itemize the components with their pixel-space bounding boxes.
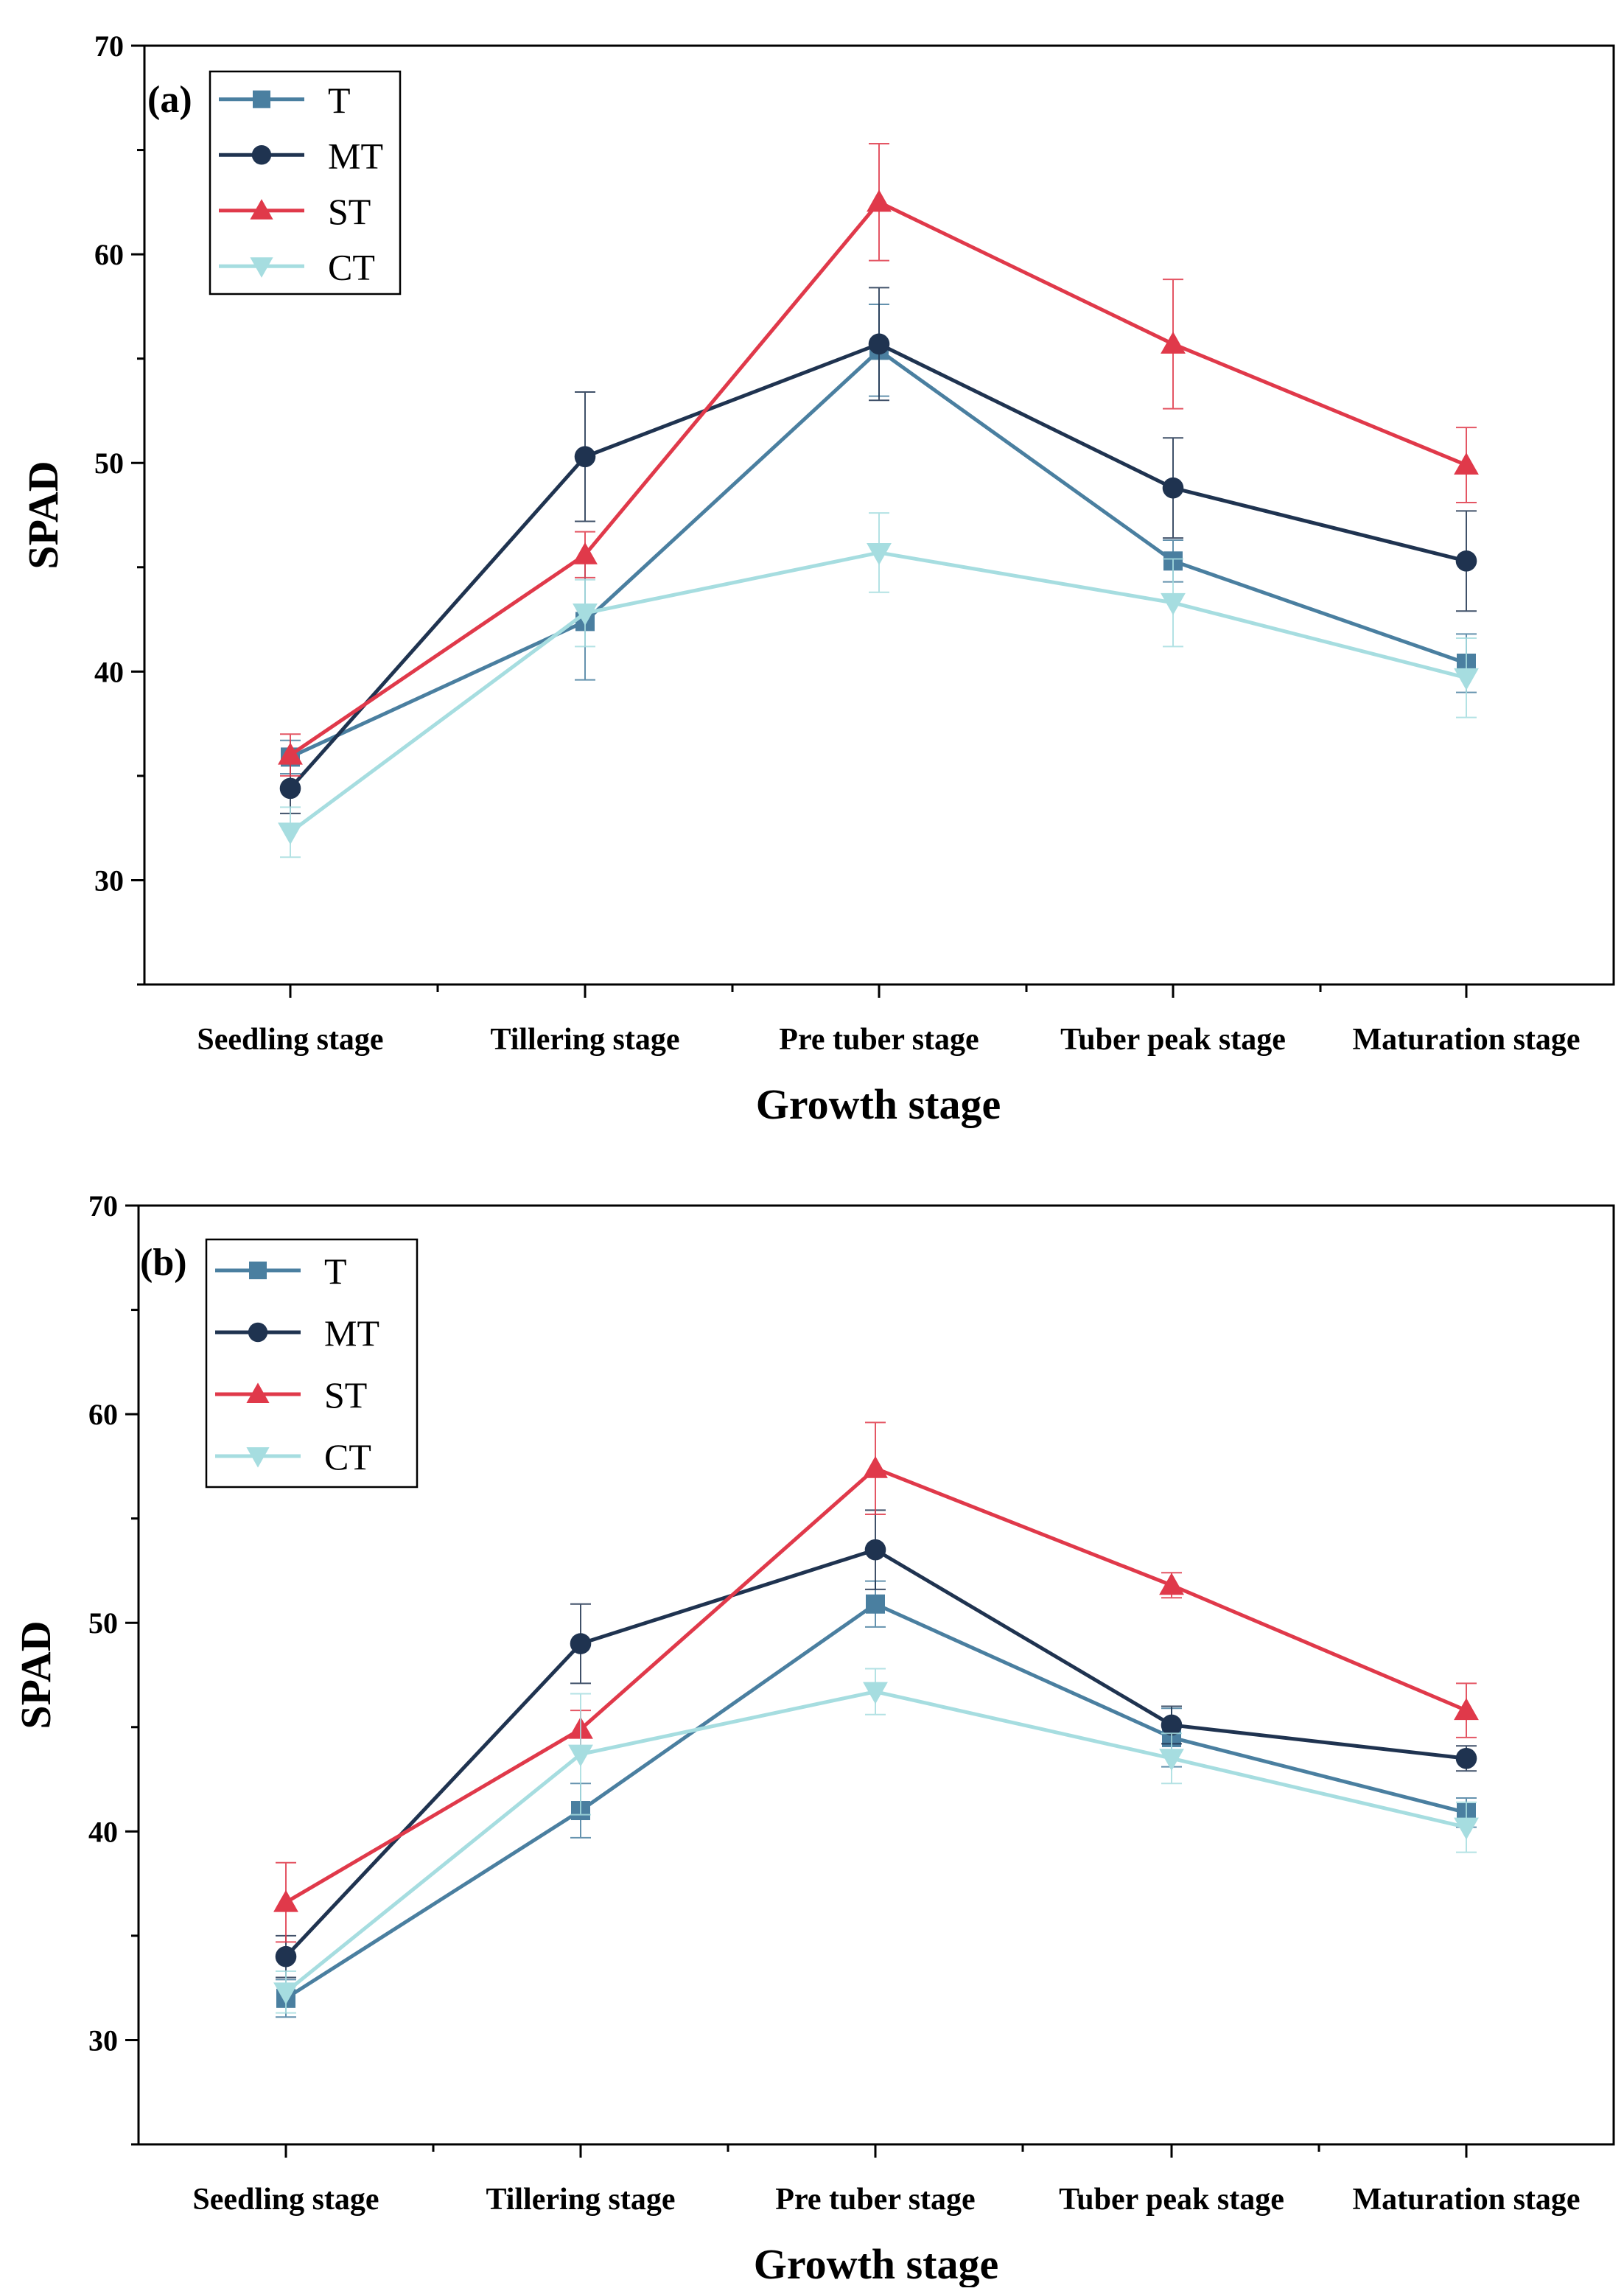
series-mt — [275, 1509, 1477, 1979]
legend-marker-t — [253, 90, 270, 108]
legend-box — [209, 70, 402, 295]
x-axis-title: Growth stage — [756, 1080, 1001, 1128]
data-point-st — [573, 542, 598, 564]
legend-item-t: T — [215, 1251, 347, 1292]
panel-label: (b) — [140, 1242, 187, 1284]
chart-panel-a: 30 40 50 60 70 Seedling stage Tillering stage P… — [19, 29, 1615, 1128]
data-point-ct — [278, 822, 303, 845]
y-tick-label: 30 — [88, 2024, 118, 2057]
data-point-ct — [1454, 1817, 1479, 1840]
data-point-ct — [568, 1744, 593, 1767]
legend-label: ST — [324, 1374, 367, 1416]
legend-marker-mt — [248, 1322, 268, 1343]
series-mt — [279, 287, 1477, 814]
series-ct — [273, 1668, 1479, 2014]
y-axis-title: SPAD — [12, 1620, 60, 1729]
y-tick-label: 50 — [94, 447, 124, 480]
legend-label: CT — [324, 1436, 371, 1477]
x-tick-label: Maturation stage — [1352, 2183, 1580, 2217]
legend-item-ct: CT — [219, 246, 375, 287]
y-tick-label: 70 — [88, 1189, 118, 1223]
series-ct — [278, 512, 1479, 858]
data-point-mt — [570, 1633, 592, 1654]
y-tick-label: 40 — [94, 655, 124, 688]
data-point-t — [866, 1594, 885, 1614]
data-point-ct — [1159, 1749, 1184, 1771]
legend-item-mt: MT — [215, 1312, 379, 1354]
x-axis-title: Growth stage — [754, 2240, 998, 2287]
x-tick-label: Tuber peak stage — [1059, 2183, 1284, 2217]
legend-item-t: T — [219, 80, 351, 121]
data-point-ct — [863, 1682, 888, 1704]
data-point-mt — [1161, 1714, 1183, 1736]
panel-label: (a) — [147, 79, 192, 121]
legend-label: CT — [328, 246, 375, 287]
data-point-mt — [1455, 1747, 1477, 1769]
legend: T MT ST CT — [209, 70, 402, 295]
data-point-ct — [867, 542, 892, 565]
series-st — [273, 1421, 1479, 1943]
chart-panel-b: 30 40 50 60 70 Seedling stage Tillering stage P… — [12, 1189, 1615, 2288]
data-point-st — [1161, 331, 1186, 354]
x-tick-label: Seedling stage — [192, 2183, 379, 2217]
x-tick-label: Maturation stage — [1352, 1023, 1580, 1057]
x-tick-label: Pre tuber stage — [775, 2183, 975, 2217]
data-point-mt — [574, 446, 596, 468]
series-line-st — [289, 200, 1467, 757]
y-tick-label: 60 — [88, 1398, 118, 1431]
data-point-st — [863, 1455, 888, 1478]
data-point-mt — [864, 1539, 886, 1561]
data-point-st — [867, 189, 892, 212]
data-point-st — [1454, 1698, 1479, 1721]
legend-item-st: ST — [219, 191, 371, 232]
x-tick-label: Tillering stage — [486, 2183, 675, 2217]
data-point-mt — [868, 333, 890, 355]
legend: T MT ST CT — [205, 1238, 419, 1489]
x-tick-label: Seedling stage — [197, 1023, 383, 1057]
legend-marker-mt — [251, 145, 272, 165]
y-axis-title: SPAD — [19, 461, 67, 569]
y-tick-label: 70 — [94, 29, 124, 63]
legend-marker-ct — [246, 1447, 270, 1468]
legend-label: ST — [328, 191, 371, 232]
data-point-mt — [1162, 477, 1184, 499]
legend-marker-ct — [250, 257, 273, 278]
legend-box — [205, 1238, 419, 1489]
x-tick-label: Tuber peak stage — [1060, 1023, 1286, 1057]
legend-label: T — [324, 1251, 347, 1292]
data-point-st — [273, 1889, 298, 1912]
data-point-mt — [279, 777, 301, 800]
series-line-ct — [289, 550, 1467, 834]
legend-item-ct: CT — [215, 1436, 371, 1477]
series-t — [276, 1580, 1477, 2018]
x-tick-label: Pre tuber stage — [779, 1023, 979, 1057]
legend-label: MT — [324, 1312, 379, 1354]
legend-label: MT — [328, 135, 383, 176]
legend-item-mt: MT — [219, 135, 383, 176]
data-point-ct — [1161, 592, 1186, 615]
data-point-st — [1454, 452, 1479, 475]
data-point-mt — [275, 1945, 297, 1968]
x-tick-label: Tillering stage — [490, 1023, 679, 1057]
y-tick-label: 30 — [94, 864, 124, 897]
data-point-st — [1159, 1573, 1184, 1595]
legend-label: T — [328, 80, 351, 121]
series-line-t — [284, 1602, 1467, 2000]
legend-marker-st — [250, 199, 273, 220]
y-tick-label: 50 — [88, 1606, 118, 1640]
data-point-st — [278, 742, 303, 765]
y-tick-label: 60 — [94, 238, 124, 271]
data-point-ct — [573, 604, 598, 626]
data-point-ct — [1454, 668, 1479, 690]
series-st — [278, 143, 1479, 777]
data-point-ct — [273, 1982, 298, 2005]
legend-item-st: ST — [215, 1374, 367, 1416]
legend-marker-st — [246, 1382, 270, 1403]
y-tick-label: 40 — [88, 1815, 118, 1848]
legend-marker-t — [249, 1262, 267, 1279]
data-point-mt — [1455, 550, 1477, 572]
